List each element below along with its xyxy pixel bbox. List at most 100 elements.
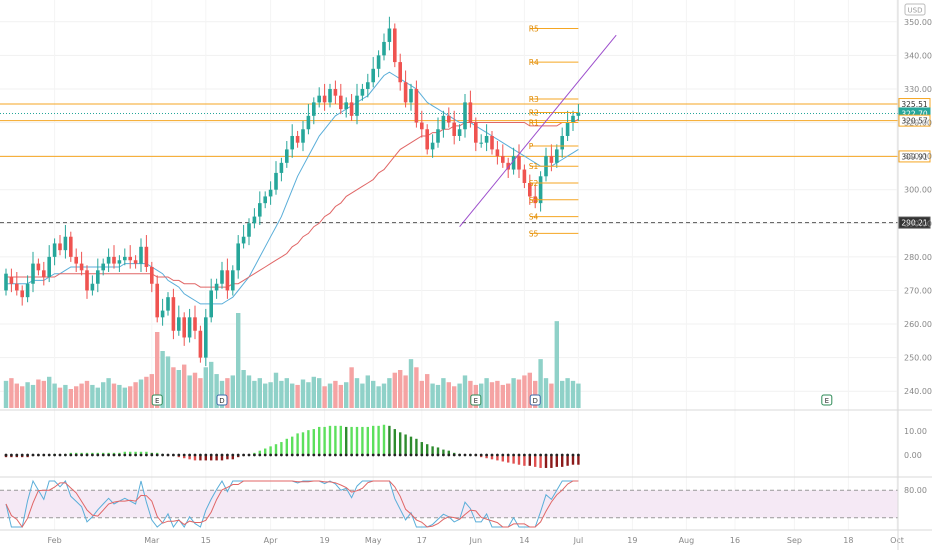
- volume-bar: [241, 370, 246, 408]
- candle-body: [371, 68, 375, 83]
- squeeze-dot: [20, 453, 24, 457]
- volume-bar: [149, 374, 154, 408]
- volume-bar: [446, 382, 451, 408]
- candle-body: [31, 263, 35, 284]
- candle-body: [258, 203, 262, 217]
- volume-bar: [495, 380, 500, 408]
- candle-body: [403, 82, 408, 103]
- squeeze-dot: [74, 453, 78, 457]
- pivot-label: S4: [529, 213, 539, 222]
- candle-body: [420, 122, 424, 130]
- volume-bar: [360, 383, 365, 408]
- pivot-label: S5: [529, 229, 539, 238]
- candle-body: [474, 122, 478, 143]
- squeeze-dot: [247, 453, 251, 457]
- squeeze-dot: [128, 453, 132, 457]
- candle-body: [501, 156, 505, 163]
- volume-bar: [522, 375, 527, 408]
- volume-bar: [354, 378, 360, 408]
- volume-bar: [306, 382, 311, 408]
- candle-body: [90, 283, 95, 291]
- candle-body: [117, 260, 122, 264]
- candle-body: [263, 196, 267, 204]
- candles[interactable]: [4, 16, 581, 367]
- candle-body: [247, 223, 251, 237]
- volume-bar: [268, 382, 273, 408]
- candle-body: [198, 330, 203, 358]
- volume-bar: [344, 382, 349, 408]
- time-tick-label: Feb: [48, 536, 62, 545]
- squeeze-dot: [107, 453, 110, 457]
- price-tick-label: 290.00: [904, 219, 932, 228]
- squeeze-dot: [361, 453, 364, 457]
- event-marker-label: E: [155, 397, 159, 405]
- event-marker: [821, 394, 833, 406]
- squeeze-dot: [447, 453, 451, 457]
- candle-body: [160, 310, 165, 318]
- candle-body: [52, 243, 57, 257]
- price-tick-label: 340.00: [904, 51, 932, 60]
- volume-bar: [171, 367, 176, 408]
- candle-body: [366, 82, 370, 89]
- volume-bar: [327, 383, 333, 408]
- price-tick-label: 320.00: [904, 119, 932, 128]
- squeeze-dot: [80, 453, 83, 457]
- volume-bar: [230, 375, 235, 408]
- squeeze-dot: [425, 453, 429, 457]
- squeeze-dot: [317, 453, 321, 457]
- squeeze-dot: [101, 453, 105, 457]
- candle-body: [317, 95, 321, 103]
- price-level-label: 290.21: [901, 219, 927, 228]
- candle-body: [393, 28, 397, 63]
- candle-body: [15, 283, 19, 291]
- squeeze-dot: [371, 453, 375, 457]
- squeeze-dot: [42, 453, 46, 457]
- volume-bar: [457, 383, 462, 408]
- squeeze-dot: [301, 453, 305, 457]
- pivot-label: S2: [529, 179, 539, 188]
- volume-bar: [128, 386, 133, 408]
- price-level-label: 325.51: [901, 100, 927, 109]
- squeeze-dot: [37, 453, 40, 457]
- squeeze-dot: [53, 453, 56, 457]
- candle-body: [328, 88, 332, 103]
- candle-body: [209, 290, 213, 318]
- squeeze-dot: [199, 453, 202, 457]
- volume-bar: [57, 387, 63, 408]
- candle-body: [452, 122, 456, 136]
- candle-body: [42, 270, 46, 278]
- volume-bar: [160, 351, 165, 408]
- stochastic-pane: [0, 479, 898, 529]
- volume-bar: [408, 359, 414, 408]
- squeeze-dot: [134, 453, 138, 457]
- event-marker: [216, 394, 228, 406]
- volume-bar: [138, 379, 144, 408]
- candle-body: [376, 55, 381, 69]
- squeeze-dot: [220, 453, 224, 457]
- candle-body: [409, 88, 413, 103]
- event-marker: [470, 394, 482, 406]
- volume-bar: [430, 383, 435, 408]
- squeeze-dot: [4, 453, 8, 457]
- squeeze-dot: [64, 453, 67, 457]
- candle-body: [47, 256, 51, 278]
- candle-body: [560, 135, 564, 150]
- squeeze-dot: [442, 453, 445, 457]
- volume-bar: [500, 384, 505, 408]
- candle-body: [123, 256, 127, 261]
- volume-bar: [63, 384, 68, 408]
- volume-bar: [516, 379, 522, 408]
- squeeze-dot: [269, 453, 272, 457]
- candle-body: [225, 270, 230, 291]
- squeeze-dot: [377, 453, 380, 457]
- candle-body: [447, 115, 451, 123]
- trendline[interactable]: [459, 34, 617, 227]
- squeeze-dot: [182, 453, 186, 457]
- pivot-label: R4: [529, 58, 539, 67]
- event-marker-label: D: [533, 397, 538, 405]
- volume-bar: [349, 367, 354, 408]
- squeeze-dot: [512, 453, 515, 457]
